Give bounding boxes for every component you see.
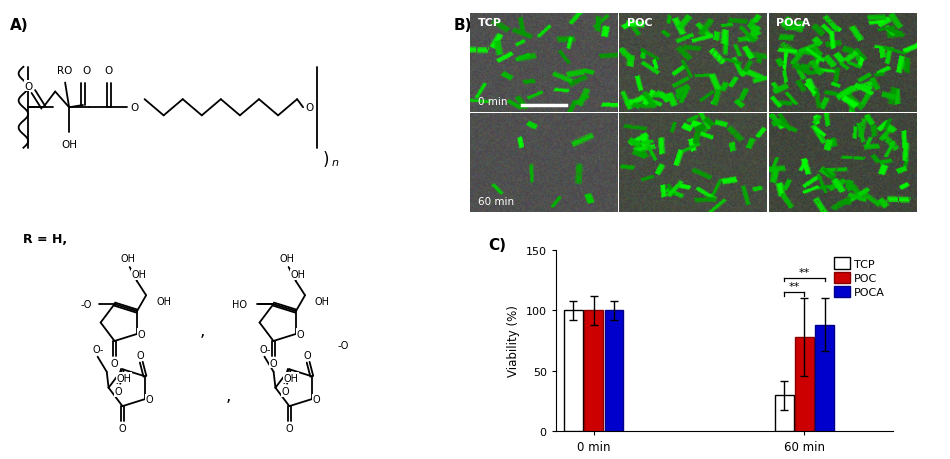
Text: OH: OH	[279, 253, 294, 263]
Text: **: **	[799, 268, 810, 277]
Text: 60 min: 60 min	[478, 196, 514, 206]
Text: OH: OH	[131, 269, 146, 280]
Text: O: O	[114, 386, 122, 396]
Text: O: O	[25, 82, 32, 91]
Text: HO: HO	[232, 299, 247, 309]
Text: RO: RO	[57, 66, 73, 76]
Text: C): C)	[488, 237, 506, 252]
Text: A): A)	[10, 18, 28, 33]
Text: O-: O-	[259, 344, 271, 354]
Text: **: **	[788, 282, 800, 292]
Text: OH: OH	[291, 269, 305, 280]
Text: ,: ,	[225, 386, 231, 404]
Text: OH: OH	[156, 297, 171, 307]
Text: O: O	[83, 66, 91, 76]
Text: 0 min: 0 min	[478, 96, 507, 106]
Legend: TCP, POC, POCA: TCP, POC, POCA	[832, 256, 887, 300]
Text: n: n	[332, 157, 339, 168]
Bar	[584, 311, 603, 431]
Text: O: O	[137, 350, 144, 360]
Y-axis label: Viability (%): Viability (%)	[507, 305, 521, 377]
Text: O: O	[111, 358, 119, 368]
Text: POCA: POCA	[776, 18, 810, 28]
Text: O: O	[305, 103, 314, 113]
Text: O: O	[286, 423, 294, 433]
Text: O: O	[304, 350, 312, 360]
Text: -O: -O	[337, 340, 349, 350]
Text: O: O	[130, 103, 139, 113]
Bar	[815, 325, 834, 431]
Text: O: O	[104, 66, 113, 76]
Text: B): B)	[453, 18, 471, 33]
Text: R = H,: R = H,	[24, 233, 67, 246]
Bar	[795, 337, 814, 431]
Text: O: O	[281, 386, 289, 396]
Bar	[775, 395, 793, 431]
Text: O: O	[313, 394, 320, 404]
Text: OH: OH	[117, 373, 132, 383]
Text: OH: OH	[314, 297, 330, 307]
Bar	[604, 311, 623, 431]
Text: O-: O-	[93, 344, 104, 354]
Text: O: O	[296, 329, 305, 339]
Text: O: O	[146, 394, 154, 404]
Text: TCP: TCP	[478, 18, 502, 28]
Text: O: O	[119, 423, 126, 433]
Text: OH: OH	[61, 140, 77, 150]
Text: ,: ,	[200, 321, 205, 340]
Text: ): )	[323, 151, 330, 168]
Text: O: O	[270, 358, 277, 368]
FancyBboxPatch shape	[6, 214, 450, 447]
Text: POC: POC	[627, 18, 653, 28]
Text: OH: OH	[283, 373, 298, 383]
Text: OH: OH	[121, 253, 135, 263]
Text: O: O	[138, 329, 145, 339]
Bar	[564, 311, 582, 431]
Text: -O: -O	[81, 299, 92, 309]
